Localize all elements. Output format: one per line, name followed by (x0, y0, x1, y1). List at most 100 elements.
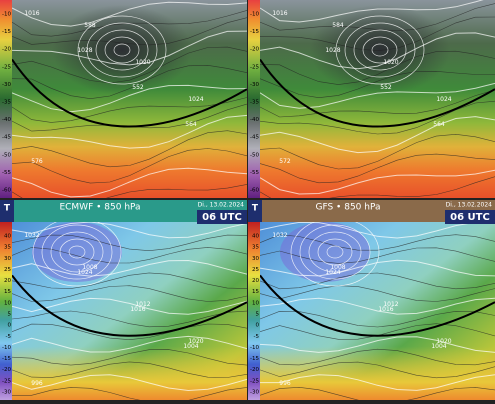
map: 1016 1028 552 564 576 588 1020 1024 (11, 0, 247, 198)
contour-label: 576 (31, 158, 43, 165)
colorbar-label: -15 (2, 29, 11, 35)
map-date: Di., 13.02.2024 (198, 202, 245, 209)
map-panel: 1032 1024 1016 1004 996 1008 1012 1020 40 35 30 25 2… (248, 200, 495, 400)
front-line (11, 58, 247, 128)
contour (11, 17, 247, 46)
colorbar-label: -25 (250, 378, 259, 384)
contour (11, 10, 247, 37)
header-letter: T (4, 204, 11, 214)
contour (11, 167, 247, 198)
contour (11, 297, 247, 315)
contour-label: 588 (84, 22, 96, 29)
colorbar-label: -30 (2, 390, 11, 396)
contour (259, 348, 495, 366)
colorbar-label: 20 (252, 278, 259, 284)
contour (11, 114, 247, 149)
colorbar-label: -60 (250, 188, 259, 194)
colorbar-label: -35 (250, 100, 259, 106)
contour (11, 30, 247, 66)
front-line (259, 274, 495, 337)
front-line (11, 274, 247, 337)
colorbar-label: -30 (2, 82, 11, 88)
contour-ring (59, 238, 95, 266)
contour-label: 1032 (272, 232, 287, 239)
colorbar-label: -15 (250, 29, 259, 35)
colorbar-label: -40 (250, 117, 259, 123)
front-line (259, 58, 495, 128)
contour-label: 584 (332, 22, 344, 29)
contour (11, 259, 247, 277)
contour-label: 552 (132, 84, 144, 91)
contour-ring (104, 36, 140, 64)
contour-label: 1020 (436, 338, 451, 345)
colorbar-label: -30 (250, 82, 259, 88)
colorbar-label: 40 (4, 234, 11, 240)
contour (259, 89, 495, 118)
contour (259, 169, 495, 195)
colorbar-label: -10 (2, 12, 11, 18)
contour (259, 222, 495, 239)
contour (11, 387, 247, 400)
contour (11, 1, 247, 27)
contour-label: 1020 (383, 59, 398, 66)
contour-label: 1016 (378, 306, 393, 313)
contour (259, 50, 495, 85)
contour-ring (308, 231, 362, 273)
colorbar-label: -35 (2, 100, 11, 106)
colorbar-label: -20 (2, 367, 11, 373)
contour (11, 148, 247, 184)
colorbar-label: 30 (4, 256, 11, 262)
colorbar-label: 15 (252, 289, 259, 295)
contour-ring (362, 36, 398, 64)
header-letter: T (252, 204, 259, 214)
contour (259, 386, 495, 400)
colorbar-label: 35 (4, 245, 11, 251)
contour (259, 82, 495, 109)
contour-ring (50, 231, 104, 273)
contour-ring (41, 224, 113, 280)
contour (259, 336, 495, 353)
map-time: 06 UTC (450, 212, 490, 223)
contour-ring (299, 224, 371, 280)
colorbar-label: -10 (2, 345, 11, 351)
contour-label: 1024 (77, 269, 92, 276)
contour (259, 259, 495, 277)
contour-label: 1016 (130, 306, 145, 313)
contour-ring (353, 29, 407, 71)
contour-label: 1020 (188, 338, 203, 345)
colorbar-label: 30 (252, 256, 259, 262)
contour-label: 1016 (24, 10, 39, 17)
colorbar (248, 0, 260, 198)
contour (259, 133, 495, 170)
contour (11, 323, 247, 341)
colorbar-label: 25 (4, 267, 11, 273)
contour-label: 1032 (24, 232, 39, 239)
contour (11, 335, 247, 353)
contour (259, 16, 495, 52)
colorbar-label: -45 (2, 135, 11, 141)
colorbar-label: -20 (2, 47, 11, 53)
contour-ring (317, 238, 353, 266)
colorbar (0, 0, 12, 198)
contour-label: 1008 (82, 264, 97, 271)
contour-label: 564 (185, 121, 197, 128)
contour (11, 272, 247, 289)
header-bar (248, 200, 495, 222)
contour (11, 64, 247, 100)
colorbar-label: -5 (254, 334, 260, 340)
colorbar-label: -10 (250, 345, 259, 351)
contour (259, 272, 495, 290)
colorbar-label: 5 (256, 312, 260, 318)
colorbar-label: -50 (250, 152, 259, 158)
map-panel: 1016 1028 552 564 576 588 1020 1024 -10 -15 -20 -25… (0, 0, 247, 198)
contour-label: 1024 (325, 269, 340, 276)
time-box (197, 210, 247, 224)
colorbar-label: -55 (250, 170, 259, 176)
contour (259, 285, 495, 302)
contour (11, 349, 247, 366)
contour-ring (32, 222, 122, 287)
map: 1016 1028 552 564 572 584 1020 1024 (259, 0, 495, 198)
contour-label: 1028 (77, 47, 92, 54)
colorbar-label: -25 (250, 64, 259, 70)
